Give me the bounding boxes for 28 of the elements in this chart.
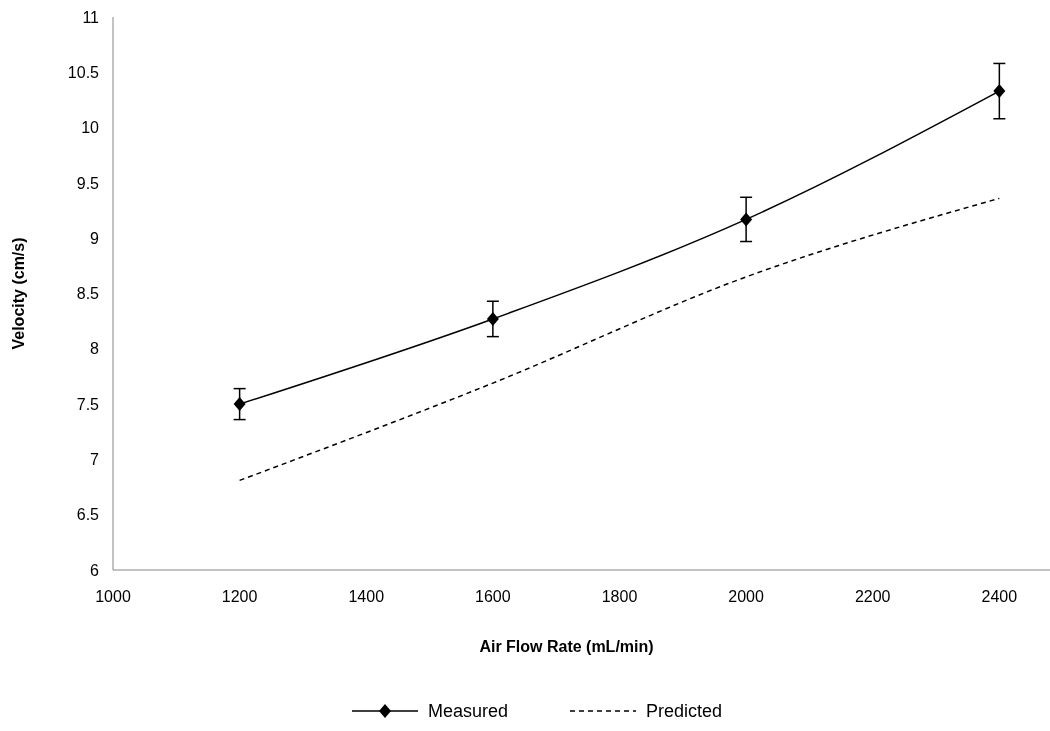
y-tick-label: 10 xyxy=(81,119,100,137)
point xyxy=(740,212,753,227)
x-tick-label: 2000 xyxy=(728,588,765,605)
x-tick-label: 1200 xyxy=(221,588,258,605)
x-tick-label: 1400 xyxy=(348,588,385,605)
y-tick-label: 6 xyxy=(90,561,100,579)
y-tick-label: 10.5 xyxy=(67,63,100,81)
x-tick-label: 1000 xyxy=(95,588,131,605)
y-tick-label: 6.5 xyxy=(76,506,100,524)
x-tick-label: 1800 xyxy=(601,588,638,605)
y-tick-label: 7.5 xyxy=(76,395,100,413)
legend-label: Predicted xyxy=(646,701,723,721)
x-axis-title: Air Flow Rate (mL/min) xyxy=(479,638,654,655)
legend-label: Measured xyxy=(428,701,509,721)
x-tick-label: 2400 xyxy=(981,588,1018,605)
y-tick-label: 7 xyxy=(90,451,100,468)
y-tick-label: 9.5 xyxy=(76,174,100,192)
line-series xyxy=(238,197,1001,482)
x-tick-label: 1600 xyxy=(475,588,511,605)
y-tick-label: 11 xyxy=(82,8,100,26)
y-tick-label: 9 xyxy=(90,229,100,247)
point xyxy=(993,84,1006,99)
y-axis-title: Velocity (cm/s) xyxy=(10,237,27,350)
y-tick-label: 8.5 xyxy=(76,285,100,303)
point xyxy=(486,311,499,326)
point xyxy=(233,397,246,412)
x-tick-label: 2200 xyxy=(854,588,891,605)
y-tick-label: 8 xyxy=(90,340,100,358)
